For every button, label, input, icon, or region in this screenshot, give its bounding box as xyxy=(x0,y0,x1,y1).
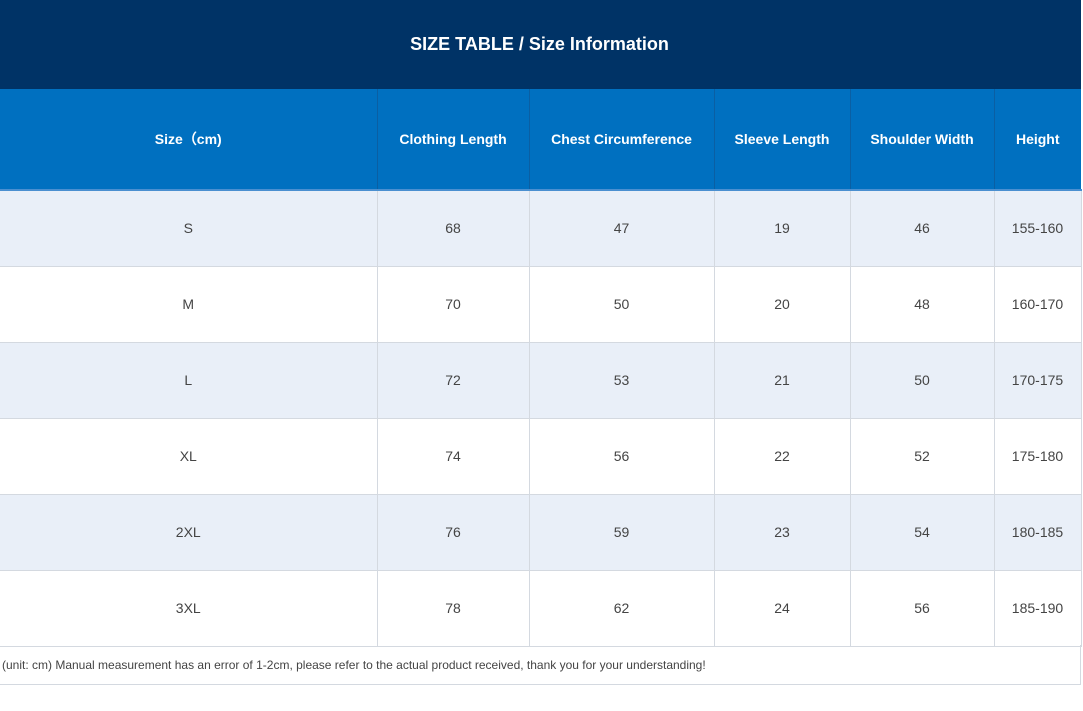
cell-sleeve-length: 19 xyxy=(714,190,851,267)
cell-sleeve-length: 21 xyxy=(714,342,851,419)
cell-clothing-length: 78 xyxy=(377,570,530,647)
cell-size: M xyxy=(0,266,378,343)
header-shoulder-width: Shoulder Width xyxy=(850,89,995,190)
page-title: SIZE TABLE / Size Information xyxy=(410,34,669,54)
cell-size: 2XL xyxy=(0,494,378,571)
cell-clothing-length: 70 xyxy=(377,266,530,343)
cell-shoulder-width: 56 xyxy=(850,570,995,647)
cell-height: 180-185 xyxy=(994,494,1082,571)
header-chest-circumference: Chest Circumference xyxy=(529,89,715,190)
cell-size: XL xyxy=(0,418,378,495)
cell-chest-circumference: 50 xyxy=(529,266,715,343)
cell-chest-circumference: 47 xyxy=(529,190,715,267)
cell-sleeve-length: 20 xyxy=(714,266,851,343)
cell-shoulder-width: 48 xyxy=(850,266,995,343)
table-header-row: Size（cm) Clothing Length Chest Circumfer… xyxy=(0,89,1081,190)
size-table: Size（cm) Clothing Length Chest Circumfer… xyxy=(0,89,1082,647)
table-row: M 70 50 20 48 160-170 xyxy=(0,266,1082,343)
cell-height: 175-180 xyxy=(994,418,1082,495)
cell-size: S xyxy=(0,190,378,267)
table-row: 2XL 76 59 23 54 180-185 xyxy=(0,494,1082,571)
header-height: Height xyxy=(994,89,1081,190)
cell-shoulder-width: 50 xyxy=(850,342,995,419)
header-sleeve-length: Sleeve Length xyxy=(714,89,851,190)
cell-sleeve-length: 23 xyxy=(714,494,851,571)
cell-chest-circumference: 53 xyxy=(529,342,715,419)
header-size: Size（cm) xyxy=(0,89,378,190)
table-row: XL 74 56 22 52 175-180 xyxy=(0,418,1082,495)
cell-shoulder-width: 54 xyxy=(850,494,995,571)
table-row: S 68 47 19 46 155-160 xyxy=(0,190,1082,267)
cell-height: 185-190 xyxy=(994,570,1082,647)
cell-size: L xyxy=(0,342,378,419)
cell-shoulder-width: 46 xyxy=(850,190,995,267)
cell-clothing-length: 74 xyxy=(377,418,530,495)
cell-sleeve-length: 24 xyxy=(714,570,851,647)
measurement-note: (unit: cm) Manual measurement has an err… xyxy=(0,645,1081,685)
size-table-title-banner: SIZE TABLE / Size Information xyxy=(0,0,1081,89)
cell-shoulder-width: 52 xyxy=(850,418,995,495)
cell-chest-circumference: 62 xyxy=(529,570,715,647)
cell-clothing-length: 72 xyxy=(377,342,530,419)
cell-sleeve-length: 22 xyxy=(714,418,851,495)
cell-height: 170-175 xyxy=(994,342,1082,419)
cell-chest-circumference: 56 xyxy=(529,418,715,495)
cell-clothing-length: 76 xyxy=(377,494,530,571)
table-row: 3XL 78 62 24 56 185-190 xyxy=(0,570,1082,647)
measurement-note-text: (unit: cm) Manual measurement has an err… xyxy=(2,657,706,672)
cell-chest-circumference: 59 xyxy=(529,494,715,571)
cell-clothing-length: 68 xyxy=(377,190,530,267)
table-row: L 72 53 21 50 170-175 xyxy=(0,342,1082,419)
cell-height: 160-170 xyxy=(994,266,1082,343)
header-clothing-length: Clothing Length xyxy=(377,89,530,190)
cell-height: 155-160 xyxy=(994,190,1082,267)
cell-size: 3XL xyxy=(0,570,378,647)
